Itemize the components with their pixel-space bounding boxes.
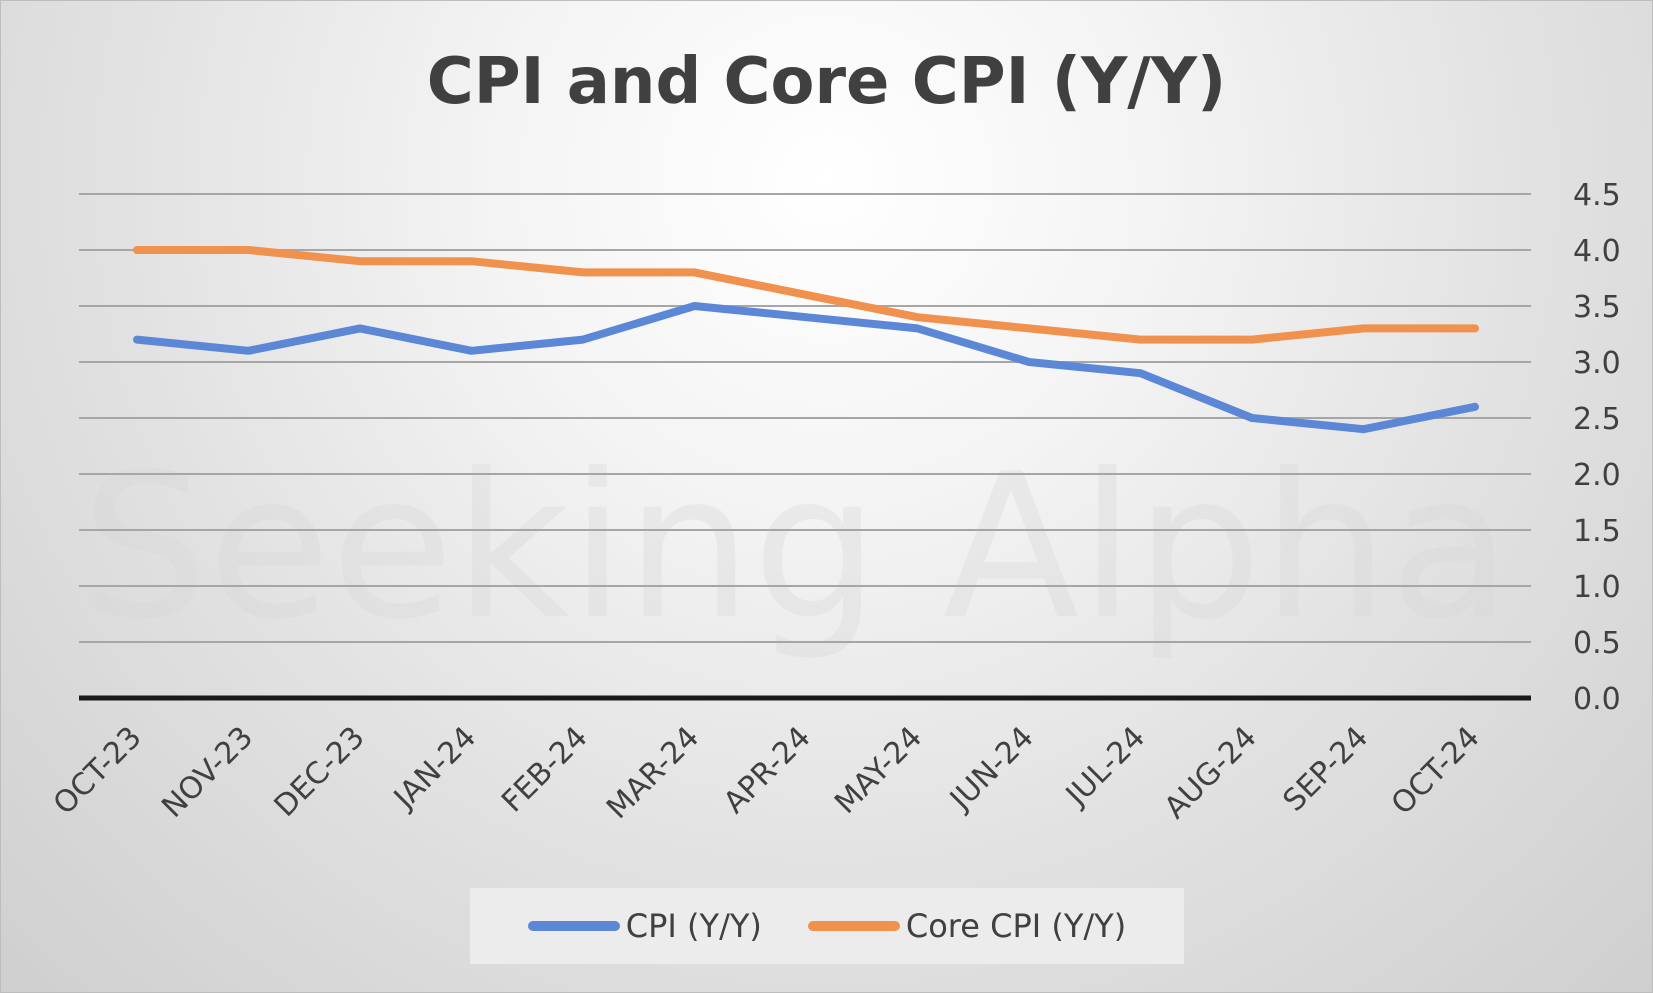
- x-tick-label-8: JUN-24: [942, 720, 1040, 818]
- x-tick-label-12: OCT-24: [1385, 720, 1487, 822]
- x-tick-label-0: OCT-23: [47, 720, 149, 822]
- x-tick-label-7: MAY-24: [828, 720, 929, 821]
- y-tick-label-6: 3.0: [1573, 346, 1621, 381]
- x-tick-label-10: AUG-24: [1158, 720, 1264, 826]
- x-tick-label-2: DEC-23: [268, 720, 372, 824]
- y-tick-label-0: 0.0: [1573, 682, 1621, 717]
- y-tick-label-5: 2.5: [1573, 402, 1621, 437]
- y-tick-label-8: 4.0: [1573, 234, 1621, 269]
- series-line-cpi: [133, 302, 1479, 434]
- x-tick-label-6: APR-24: [717, 720, 818, 821]
- legend-swatch-cpi: [527, 921, 620, 931]
- x-axis-ticks: OCT-23 NOV-23 DEC-23 JAN-24 FEB-24 MAR-24 APR-…: [47, 720, 1487, 826]
- x-tick-label-1: NOV-23: [155, 720, 260, 825]
- y-tick-label-9: 4.5: [1573, 178, 1621, 213]
- x-tick-label-3: JAN-24: [386, 720, 483, 817]
- x-tick-label-11: SEP-24: [1277, 720, 1376, 819]
- y-tick-label-2: 1.0: [1573, 570, 1621, 605]
- y-tick-label-4: 2.0: [1573, 458, 1621, 493]
- y-tick-label-7: 3.5: [1573, 290, 1621, 325]
- series-layer: [133, 246, 1479, 434]
- legend-item-cpi: CPI (Y/Y): [527, 907, 762, 945]
- legend: CPI (Y/Y) Core CPI (Y/Y): [470, 888, 1184, 964]
- x-tick-label-9: JUL-24: [1058, 720, 1152, 814]
- watermark: Seeking Alpha: [81, 431, 1511, 664]
- chart-title: CPI and Core CPI (Y/Y): [426, 45, 1227, 119]
- x-tick-label-4: FEB-24: [495, 720, 595, 820]
- y-axis-ticks: 0.0 0.5 1.0 1.5 2.0 2.5 3.0 3.5 4.0 4.5: [1573, 178, 1621, 717]
- legend-label-cpi: CPI (Y/Y): [625, 907, 762, 945]
- legend-label-core-cpi: Core CPI (Y/Y): [905, 907, 1127, 945]
- y-tick-label-1: 0.5: [1573, 626, 1621, 661]
- grid-layer: [79, 193, 1531, 701]
- legend-item-core-cpi: Core CPI (Y/Y): [807, 907, 1127, 945]
- x-tick-label-5: MAR-24: [600, 720, 706, 826]
- y-tick-label-3: 1.5: [1573, 514, 1621, 549]
- legend-swatch-core-cpi: [807, 921, 900, 931]
